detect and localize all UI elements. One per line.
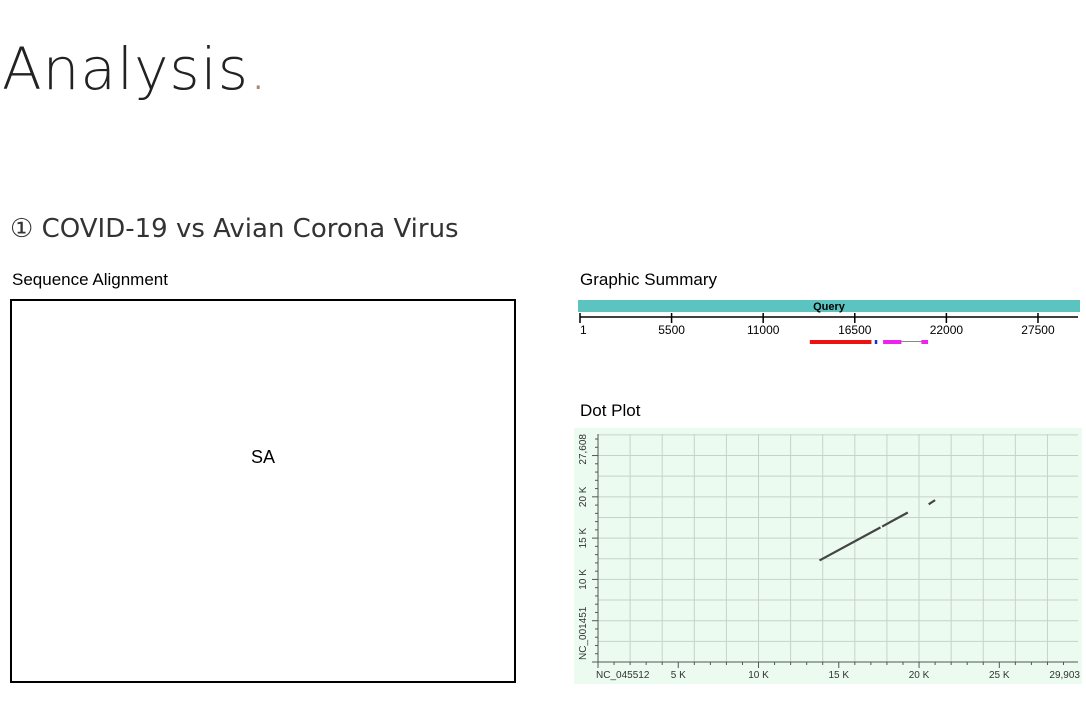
x-tick-label: 15 K [828, 670, 849, 681]
ruler-tick-label: 27500 [1021, 323, 1055, 337]
query-label: Query [813, 301, 846, 313]
ruler-tick-label: 16500 [838, 323, 872, 337]
ruler-tick-label: 1 [580, 323, 587, 337]
alignment-segment [881, 511, 909, 528]
hit-segment [883, 340, 902, 344]
section-subtitle: ① COVID-19 vs Avian Corona Virus [10, 214, 459, 244]
x-tick-label: NC_045512 [596, 670, 650, 681]
hit-segment [809, 340, 872, 344]
x-tick-label: 25 K [989, 670, 1010, 681]
query-bar [578, 300, 1080, 312]
alignment-segment [818, 526, 882, 562]
y-tick-label: NC_001451 [578, 606, 589, 660]
page-title: Analysis. [2, 35, 269, 103]
ruler-tick-label: 11000 [747, 323, 780, 337]
graphic-summary-label: Graphic Summary [580, 270, 717, 289]
ruler-tick-label: 5500 [658, 323, 685, 337]
sequence-alignment-box: SA [10, 299, 516, 683]
hit-segment [874, 340, 878, 344]
x-tick-label: 29,903 [1049, 670, 1080, 681]
y-tick-label: 20 K [578, 486, 589, 507]
sequence-alignment-placeholder: SA [250, 447, 276, 467]
x-tick-label: 20 K [909, 670, 930, 681]
dot-plot-chart: NC_045512 5 K 10 K 15 K 20 K 25 K 29,903 NC_001… [574, 428, 1082, 684]
hit-segment [921, 340, 929, 344]
x-tick-label: 5 K [671, 670, 686, 681]
y-tick-label: 27,608 [578, 434, 589, 465]
alignment-segment [928, 499, 936, 506]
ruler-tick-label: 22000 [930, 323, 964, 337]
page-title-dot: . [248, 35, 269, 103]
x-tick-label: 10 K [748, 670, 769, 681]
dot-plot-label: Dot Plot [580, 401, 641, 420]
graphic-summary-chart: Query 1 5500 11000 16500 22000 27500 [578, 300, 1080, 344]
page-title-text: Analysis [2, 35, 249, 103]
sequence-alignment-label: Sequence Alignment [12, 270, 168, 289]
y-tick-label: 10 K [578, 569, 589, 590]
y-tick-label: 15 K [578, 528, 589, 549]
